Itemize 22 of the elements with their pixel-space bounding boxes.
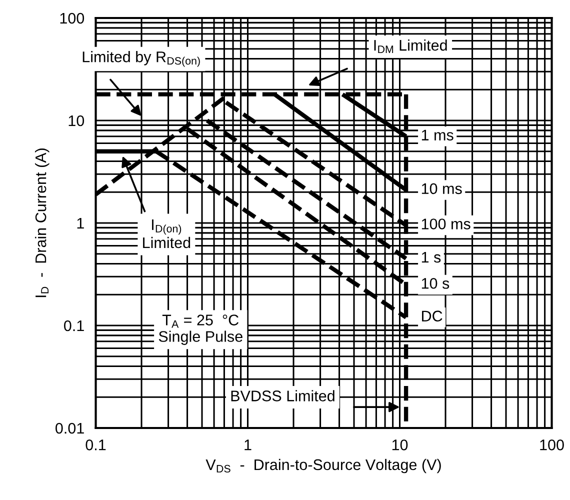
annotation: I$_{D(on)}$ Limited (143, 219, 190, 248)
annotation: Limited by R$_{DS(on)}$ (82, 51, 200, 67)
x-tick-label: 0.1 (86, 440, 106, 450)
annotation: T$_{A}$ = 25 °C Single Pulse (158, 314, 242, 345)
y-tick-label: 0.01 (56, 422, 84, 434)
y-axis-title: I$_{D}$ - Drain Current (A) (35, 148, 50, 298)
y-tick-label: 100 (60, 12, 84, 24)
series-label: 1 s (422, 252, 441, 263)
series-label: 100 ms (422, 218, 470, 230)
series-label: 1 ms (422, 130, 454, 140)
series-label: 10 s (422, 278, 450, 289)
x-axis-title: V$_{DS}$ - Drain-to-Source Voltage (V) (206, 458, 441, 474)
series-label: 10 ms (422, 183, 462, 194)
x-tick-label: 100 (540, 440, 564, 450)
series-label: DC (422, 310, 442, 322)
annotation: BVDSS Limited (231, 390, 334, 402)
y-tick-label: 10 (68, 115, 84, 126)
annotation: I$_{DM}$ Limited (374, 40, 447, 53)
y-tick-label: 1 (77, 218, 84, 229)
x-tick-label: 10 (392, 440, 408, 450)
x-tick-label: 1 (244, 440, 252, 450)
y-tick-label: 0.1 (64, 320, 84, 332)
